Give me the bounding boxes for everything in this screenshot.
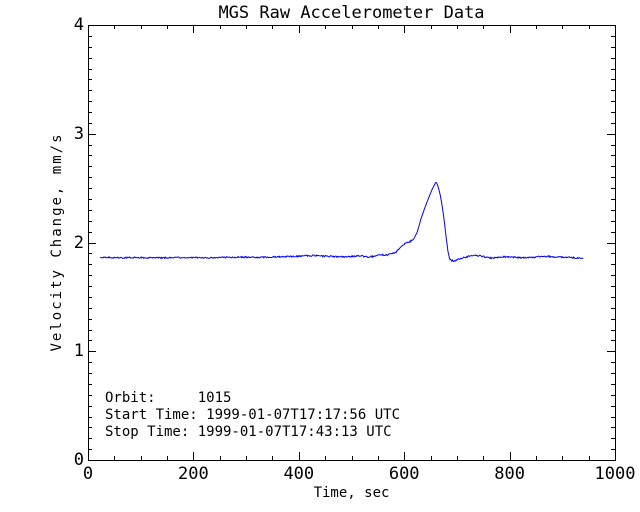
annotation-orbit: Orbit: 1015 xyxy=(105,390,232,406)
y-tick-label: 1 xyxy=(73,341,84,362)
x-tick-label: 0 xyxy=(82,464,94,484)
x-tick-label: 200 xyxy=(178,464,209,484)
annotation-start-time: Start Time: 1999-01-07T17:17:56 UTC xyxy=(105,407,401,423)
x-tick-label: 1000 xyxy=(594,464,636,484)
annotation-stop-time: Stop Time: 1999-01-07T17:43:13 UTC xyxy=(105,424,392,440)
axes-and-ticks xyxy=(88,25,616,461)
y-tick-label: 2 xyxy=(73,232,84,253)
y-tick-label: 4 xyxy=(73,15,84,35)
y-tick-label: 0 xyxy=(73,450,84,470)
velocity-change-trace xyxy=(100,182,584,263)
chart-title: MGS Raw Accelerometer Data xyxy=(218,3,485,23)
y-tick-label: 3 xyxy=(73,123,84,144)
x-axis-label: Time, sec xyxy=(313,485,390,501)
x-tick-label: 800 xyxy=(494,464,525,484)
x-tick-label: 400 xyxy=(283,464,315,484)
x-tick-label: 600 xyxy=(388,464,420,484)
